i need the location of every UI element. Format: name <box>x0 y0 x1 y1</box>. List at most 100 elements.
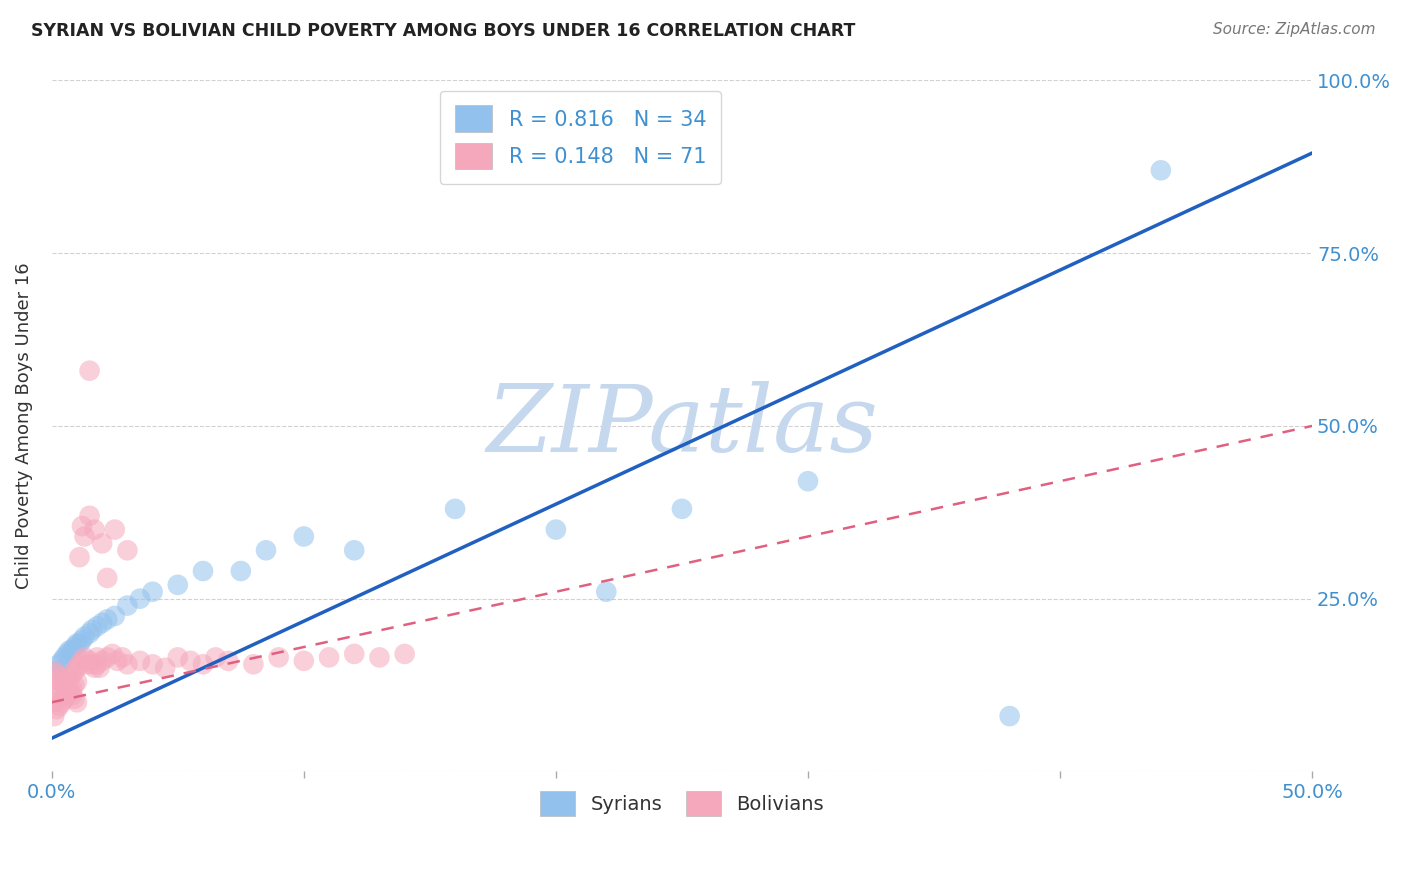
Point <box>79 654 101 668</box>
Point <box>44 664 66 678</box>
Point <box>998 709 1021 723</box>
Point <box>56 681 79 696</box>
Point <box>343 543 366 558</box>
Point <box>142 657 165 672</box>
Point <box>254 543 277 558</box>
Point <box>111 650 134 665</box>
Point <box>44 695 66 709</box>
Point <box>63 691 86 706</box>
Point <box>153 661 176 675</box>
Point <box>63 664 86 678</box>
Point <box>76 657 98 672</box>
Point <box>166 650 188 665</box>
Point <box>91 654 114 668</box>
Point <box>73 650 96 665</box>
Point <box>368 650 391 665</box>
Point <box>58 685 80 699</box>
Point <box>51 695 73 709</box>
Point <box>60 643 83 657</box>
Point <box>96 650 118 665</box>
Point <box>45 702 67 716</box>
Point <box>58 643 80 657</box>
Point <box>83 523 105 537</box>
Point <box>73 630 96 644</box>
Point <box>48 698 70 713</box>
Point <box>292 529 315 543</box>
Legend: Syrians, Bolivians: Syrians, Bolivians <box>533 783 831 824</box>
Point <box>292 654 315 668</box>
Y-axis label: Child Poverty Among Boys Under 16: Child Poverty Among Boys Under 16 <box>15 262 32 590</box>
Point <box>179 654 201 668</box>
Point <box>101 647 124 661</box>
Point <box>797 474 820 488</box>
Point <box>117 657 139 672</box>
Point <box>79 626 101 640</box>
Point <box>48 657 70 672</box>
Point <box>1150 163 1173 178</box>
Point <box>129 591 152 606</box>
Point <box>105 654 128 668</box>
Point <box>73 529 96 543</box>
Point <box>53 650 76 665</box>
Point <box>83 661 105 675</box>
Point <box>229 564 252 578</box>
Point <box>89 661 111 675</box>
Point <box>66 636 89 650</box>
Point <box>56 647 79 661</box>
Point <box>242 657 264 672</box>
Point <box>142 584 165 599</box>
Point <box>53 678 76 692</box>
Point <box>444 501 467 516</box>
Point <box>56 689 79 703</box>
Point <box>80 623 103 637</box>
Point <box>45 664 67 678</box>
Point <box>166 578 188 592</box>
Point <box>80 657 103 672</box>
Point <box>58 685 80 699</box>
Point <box>96 612 118 626</box>
Point <box>79 508 101 523</box>
Point <box>63 640 86 654</box>
Point <box>204 650 226 665</box>
Point <box>69 636 91 650</box>
Point <box>48 685 70 699</box>
Point <box>117 599 139 613</box>
Point <box>91 536 114 550</box>
Point <box>217 654 239 668</box>
Text: ZIPatlas: ZIPatlas <box>486 381 877 471</box>
Point <box>51 654 73 668</box>
Point <box>69 550 91 565</box>
Point <box>56 674 79 689</box>
Point <box>544 523 567 537</box>
Point <box>86 619 108 633</box>
Point <box>69 657 91 672</box>
Point <box>51 681 73 696</box>
Point <box>58 671 80 685</box>
Point <box>96 571 118 585</box>
Point <box>66 695 89 709</box>
Point <box>60 689 83 703</box>
Point <box>191 657 214 672</box>
Point <box>53 691 76 706</box>
Point <box>117 543 139 558</box>
Point <box>394 647 416 661</box>
Point <box>70 654 93 668</box>
Point <box>91 615 114 630</box>
Point <box>191 564 214 578</box>
Point <box>267 650 290 665</box>
Point <box>104 609 127 624</box>
Point <box>44 709 66 723</box>
Point <box>129 654 152 668</box>
Point <box>66 674 89 689</box>
Point <box>63 678 86 692</box>
Point <box>70 633 93 648</box>
Point <box>51 674 73 689</box>
Point <box>79 364 101 378</box>
Point <box>671 501 693 516</box>
Point <box>60 667 83 681</box>
Text: Source: ZipAtlas.com: Source: ZipAtlas.com <box>1212 22 1375 37</box>
Point <box>60 681 83 696</box>
Point <box>86 657 108 672</box>
Point <box>45 689 67 703</box>
Point <box>53 678 76 692</box>
